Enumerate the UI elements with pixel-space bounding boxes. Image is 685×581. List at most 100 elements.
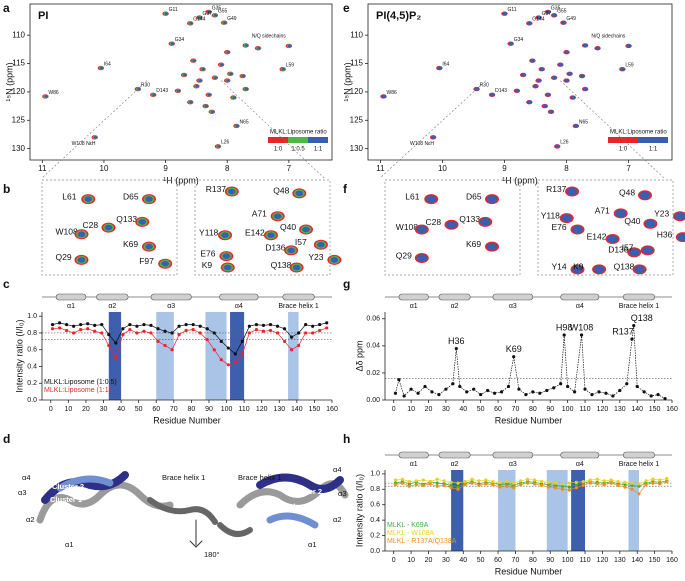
point [107, 343, 111, 348]
peak-contour [292, 264, 301, 271]
point [560, 482, 565, 486]
y-tick-label: 0.04 [366, 343, 380, 350]
peak [162, 11, 169, 16]
peak [217, 62, 225, 67]
point [414, 479, 418, 483]
x-tick-label: 10 [100, 164, 109, 173]
point [50, 322, 55, 327]
point [402, 394, 406, 398]
point [588, 481, 592, 485]
point [318, 322, 322, 327]
peak-label: G11 [507, 7, 516, 13]
legend-label: MLKL - K69A [387, 522, 429, 529]
point [261, 329, 266, 333]
peak-contour [570, 95, 576, 100]
y-axis-label: ¹⁵N (ppm) [342, 62, 352, 101]
point [254, 328, 259, 332]
point [583, 387, 587, 391]
x-tick-label: 140 [631, 406, 643, 413]
peak-label: L26 [560, 140, 569, 146]
peak-contour [431, 135, 437, 140]
point [177, 333, 181, 337]
point [416, 391, 420, 395]
point [484, 478, 488, 482]
point [595, 482, 599, 486]
peak-contour [558, 62, 564, 67]
point [560, 484, 565, 488]
x-tick-label: 160 [666, 557, 678, 564]
y-tick-label: 0.0 [27, 397, 37, 404]
panel-label: c [3, 277, 10, 291]
point-label: Q138 [631, 313, 653, 323]
peak-label: Y14 [552, 262, 567, 272]
peak [538, 67, 545, 72]
structure-label: α3 [338, 489, 347, 498]
peak-contour [273, 213, 282, 219]
x-tick-label: 7 [287, 164, 292, 173]
helix-label: α2 [451, 303, 459, 310]
point [567, 488, 571, 492]
y-tick-label: 115 [350, 59, 363, 68]
point [479, 392, 483, 397]
x-axis-label: ¹H (ppm) [502, 175, 538, 185]
point [226, 363, 230, 367]
point [625, 382, 629, 386]
x-tick-label: 160 [326, 406, 338, 413]
peak [205, 92, 212, 97]
peak-contour [189, 100, 193, 104]
panel-label: a [3, 1, 10, 15]
peak-label: E142 [245, 227, 265, 237]
point [519, 483, 523, 487]
peak-label: Y23 [654, 208, 669, 218]
legend-swatch [638, 137, 668, 143]
rotation-arrow [189, 519, 203, 548]
point [156, 327, 160, 331]
region [156, 312, 174, 400]
peak-contour [555, 144, 561, 149]
x-tick-label: 60 [152, 406, 160, 413]
x-tick-label: 40 [117, 406, 125, 413]
x-tick-label: 10 [407, 557, 415, 564]
peak-label: Q40 [280, 222, 296, 232]
x-axis-label: Residue Number [495, 415, 563, 425]
peak [544, 92, 552, 97]
ribbon [217, 522, 253, 537]
peak [529, 58, 536, 63]
point [205, 338, 209, 342]
helix [438, 293, 471, 301]
point [449, 483, 453, 488]
peak [227, 71, 234, 76]
peak-contour [281, 67, 286, 71]
peak-contour [267, 232, 275, 238]
helix [219, 293, 259, 301]
peak-label: K9 [202, 260, 213, 270]
peak-contour [514, 89, 520, 93]
peak-contour [192, 59, 196, 63]
point [595, 477, 599, 481]
peak-contour [645, 219, 656, 228]
point [247, 331, 251, 335]
point [289, 348, 294, 352]
point [616, 479, 620, 484]
helix-label: Brace helix 1 [619, 461, 660, 468]
helix [622, 293, 655, 301]
peak-contour [226, 79, 230, 82]
legend-title: MLKL:Liposome ratio [610, 130, 667, 136]
peak-contour [220, 63, 224, 66]
structure-art [36, 471, 349, 548]
x-tick-label: 130 [614, 557, 626, 564]
helix [560, 293, 600, 301]
x-tick-label: 0 [392, 557, 396, 564]
helix-label: α3 [509, 303, 517, 310]
point [114, 356, 118, 360]
x-tick-label: 100 [562, 406, 574, 413]
peak [380, 94, 387, 99]
point [79, 328, 83, 332]
peak-contour [241, 74, 246, 78]
peak [501, 11, 508, 16]
point [254, 322, 259, 327]
peak-contour [195, 84, 200, 88]
helix [438, 451, 471, 459]
point [86, 327, 90, 331]
peak-contour [183, 73, 187, 77]
